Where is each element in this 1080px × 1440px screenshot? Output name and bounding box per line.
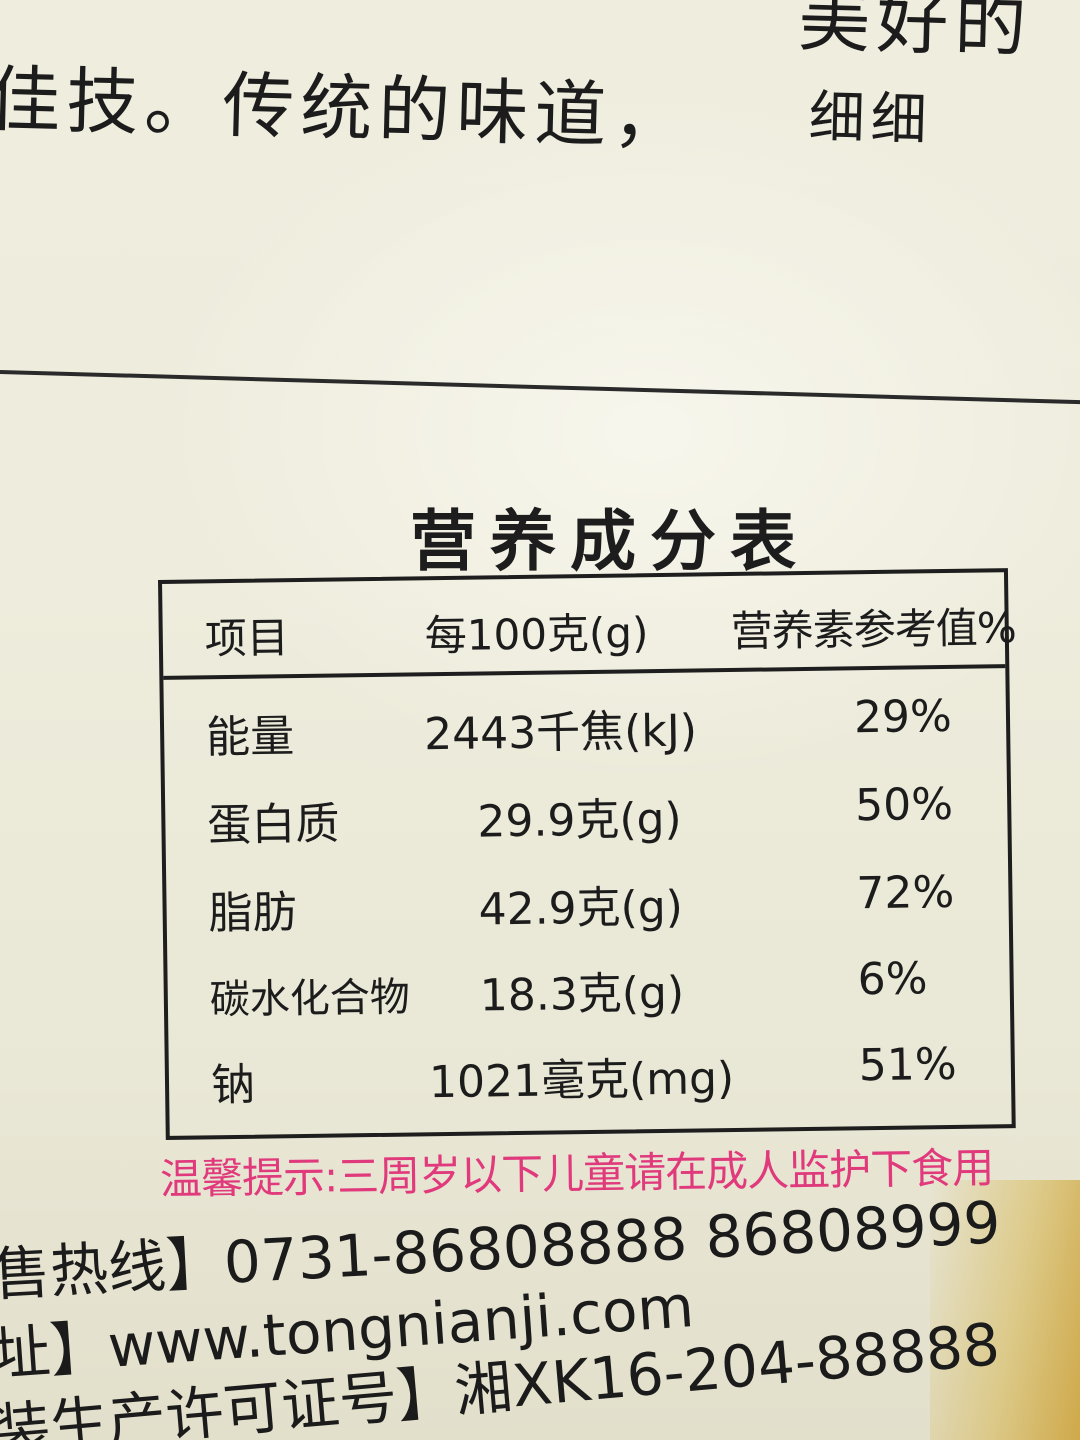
row-nrv: 50% [854, 778, 954, 832]
row-name: 蛋白质 [207, 798, 340, 852]
header-item: 项目 [204, 613, 290, 664]
row-name: 碳水化合物 [209, 974, 411, 1024]
table-row-protein: 蛋白质 29.9克(g) 50% [165, 764, 1008, 862]
handwriting-main-line: 佳技。传统的味道， [0, 56, 692, 160]
row-nrv: 6% [857, 953, 928, 1006]
row-value: 1021毫克(mg) [428, 1053, 735, 1109]
table-row-carbohydrate: 碳水化合物 18.3克(g) 6% [167, 938, 1010, 1036]
header-nrv: 营养素参考值% [730, 603, 1017, 657]
row-nrv: 29% [853, 690, 953, 744]
yellow-package-edge [930, 1180, 1080, 1440]
nutrition-table: 项目 每100克(g) 营养素参考值% 能量 2443千焦(kJ) 29% 蛋白… [158, 568, 1016, 1140]
table-row-sodium: 钠 1021毫克(mg) 51% [168, 1024, 1011, 1122]
row-name: 能量 [205, 711, 295, 764]
row-name: 钠 [210, 1059, 256, 1112]
row-name: 脂肪 [208, 887, 298, 940]
row-value: 2443千焦(kJ) [423, 705, 698, 761]
row-value: 18.3克(g) [479, 967, 685, 1022]
nutrition-table-wrapper: 项目 每100克(g) 营养素参考值% 能量 2443千焦(kJ) 29% 蛋白… [158, 568, 1016, 1140]
section-divider [0, 370, 1080, 405]
table-row-fat: 脂肪 42.9克(g) 72% [166, 852, 1009, 950]
handwriting-top-fragment: 美好的 [797, 0, 1034, 68]
row-nrv: 72% [856, 866, 955, 920]
row-value: 29.9克(g) [477, 793, 682, 848]
handwriting-end-fragment: 细细 [807, 84, 934, 154]
header-per-100g: 每100克(g) [424, 608, 649, 661]
row-nrv: 51% [858, 1038, 957, 1092]
nutrition-title: 营养成分表 [410, 503, 810, 580]
table-row-energy: 能量 2443千焦(kJ) 29% [164, 676, 1007, 774]
table-header-row: 项目 每100克(g) 营养素参考值% [162, 572, 1016, 680]
row-value: 42.9克(g) [478, 881, 684, 936]
